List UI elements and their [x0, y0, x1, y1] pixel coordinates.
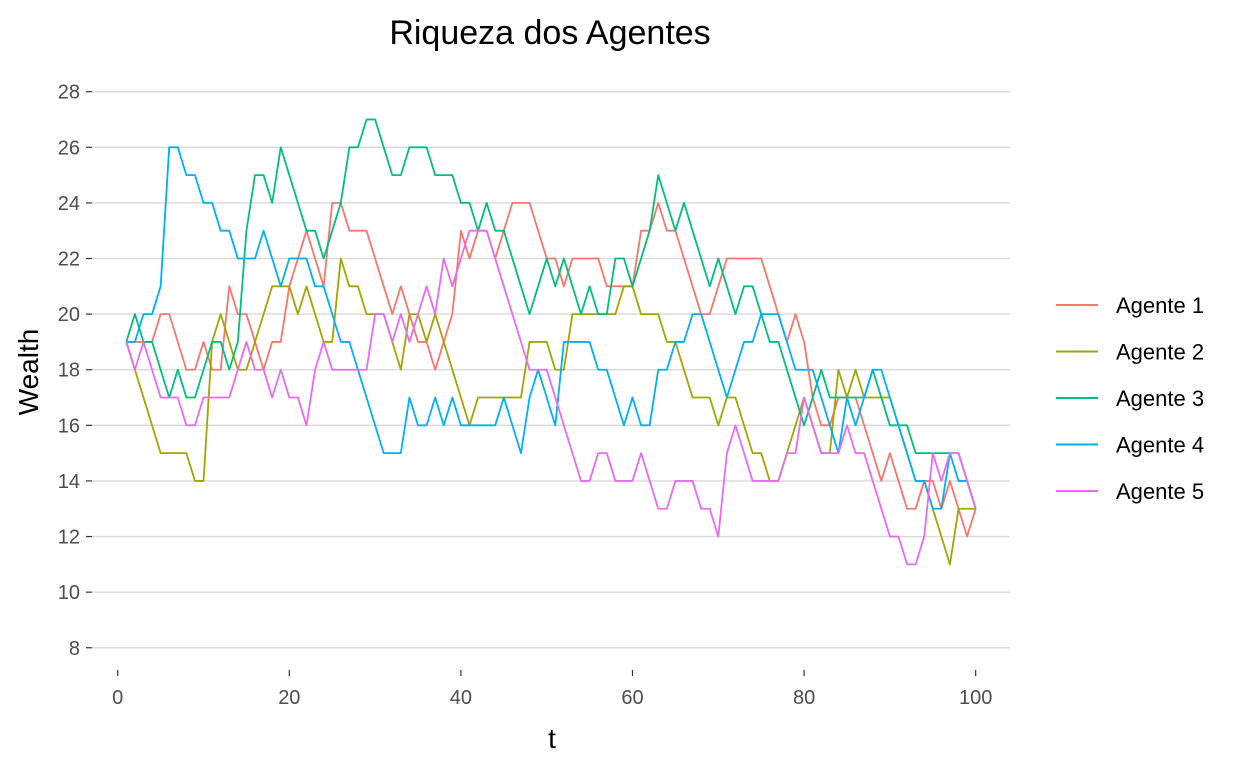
chart-title: Riqueza dos Agentes	[389, 14, 710, 52]
x-axis-title: t	[548, 723, 556, 754]
y-tick-label: 20	[58, 304, 80, 326]
legend-label: Agente 3	[1116, 386, 1204, 411]
x-tick-label: 0	[112, 687, 123, 709]
y-axis: 8 10 12 14 16 18 20 22 24 26 28	[58, 82, 92, 660]
legend-item-agente-1: Agente 1	[1056, 293, 1204, 318]
y-tick-label: 14	[58, 471, 80, 493]
series-lines	[125, 118, 977, 566]
y-tick-label: 26	[58, 137, 80, 159]
legend-item-agente-2: Agente 2	[1056, 340, 1204, 365]
y-tick-label: 24	[58, 193, 80, 215]
y-tick-label: 12	[58, 527, 80, 549]
series-line-agente-2	[125, 257, 976, 566]
y-axis-title: Wealth	[13, 329, 44, 416]
legend-item-agente-3: Agente 3	[1056, 386, 1204, 411]
legend-label: Agente 5	[1116, 479, 1204, 504]
x-tick-label: 40	[450, 687, 472, 709]
x-tick-label: 20	[278, 687, 300, 709]
y-tick-label: 28	[58, 82, 80, 104]
legend: Agente 1 Agente 2 Agente 3 Agente 4 Agente 5	[1056, 293, 1204, 504]
y-tick-label: 8	[69, 638, 80, 660]
legend-label: Agente 4	[1116, 433, 1204, 458]
legend-label: Agente 1	[1116, 293, 1204, 318]
legend-label: Agente 2	[1116, 340, 1204, 365]
y-tick-label: 16	[58, 415, 80, 437]
series-line-agente-3	[125, 118, 977, 510]
series-line-agente-5	[125, 229, 977, 566]
legend-item-agente-4: Agente 4	[1056, 433, 1204, 458]
y-tick-label: 10	[58, 582, 80, 604]
y-tick-label: 22	[58, 249, 80, 271]
series-line-agente-4	[126, 146, 977, 510]
x-tick-label: 60	[621, 687, 643, 709]
x-axis: 0 20 40 60 80 100	[112, 670, 992, 709]
x-tick-label: 80	[793, 687, 815, 709]
x-tick-label: 100	[959, 687, 992, 709]
legend-item-agente-5: Agente 5	[1056, 479, 1204, 504]
y-tick-label: 18	[58, 360, 80, 382]
